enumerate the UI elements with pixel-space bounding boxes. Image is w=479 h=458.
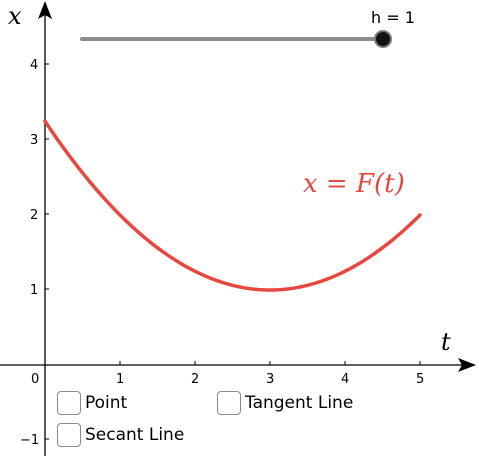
x-tick-label: 5	[416, 372, 424, 387]
h-slider-handle[interactable]	[374, 30, 392, 48]
slider-label: h = 1	[371, 8, 415, 27]
tangent-line-checkbox-label: Tangent Line	[245, 393, 354, 413]
y-ticks	[45, 63, 49, 440]
y-axis-name: x	[8, 2, 22, 30]
point-checkbox-label: Point	[85, 393, 128, 413]
x-tick-label: 4	[341, 372, 349, 387]
y-tick-label: 2	[30, 208, 38, 223]
x-tick-label: 3	[266, 372, 274, 387]
x-tick-label: 1	[116, 372, 124, 387]
x-tick-label: 0	[31, 372, 39, 387]
function-curve[interactable]	[43, 119, 422, 292]
y-tick-label: −1	[20, 433, 39, 448]
y-tick-label: 4	[30, 58, 38, 73]
secant-line-checkbox-box[interactable]	[57, 423, 81, 447]
x-axis-arrow-icon	[458, 358, 476, 372]
curve-label: x = F(t)	[303, 169, 405, 199]
y-tick-label: 1	[30, 283, 38, 298]
x-ticks	[119, 361, 421, 365]
point-checkbox[interactable]: Point	[57, 391, 127, 415]
secant-line-checkbox-label: Secant Line	[85, 425, 185, 445]
x-tick-label: 2	[191, 372, 199, 387]
tangent-line-checkbox-box[interactable]	[217, 391, 241, 415]
tangent-line-checkbox[interactable]: Tangent Line	[217, 391, 353, 415]
x-axis-name: t	[441, 328, 451, 356]
point-checkbox-box[interactable]	[57, 391, 81, 415]
y-tick-label: 3	[30, 133, 38, 148]
secant-line-checkbox[interactable]: Secant Line	[57, 423, 184, 447]
y-axis-arrow-icon	[38, 1, 52, 19]
